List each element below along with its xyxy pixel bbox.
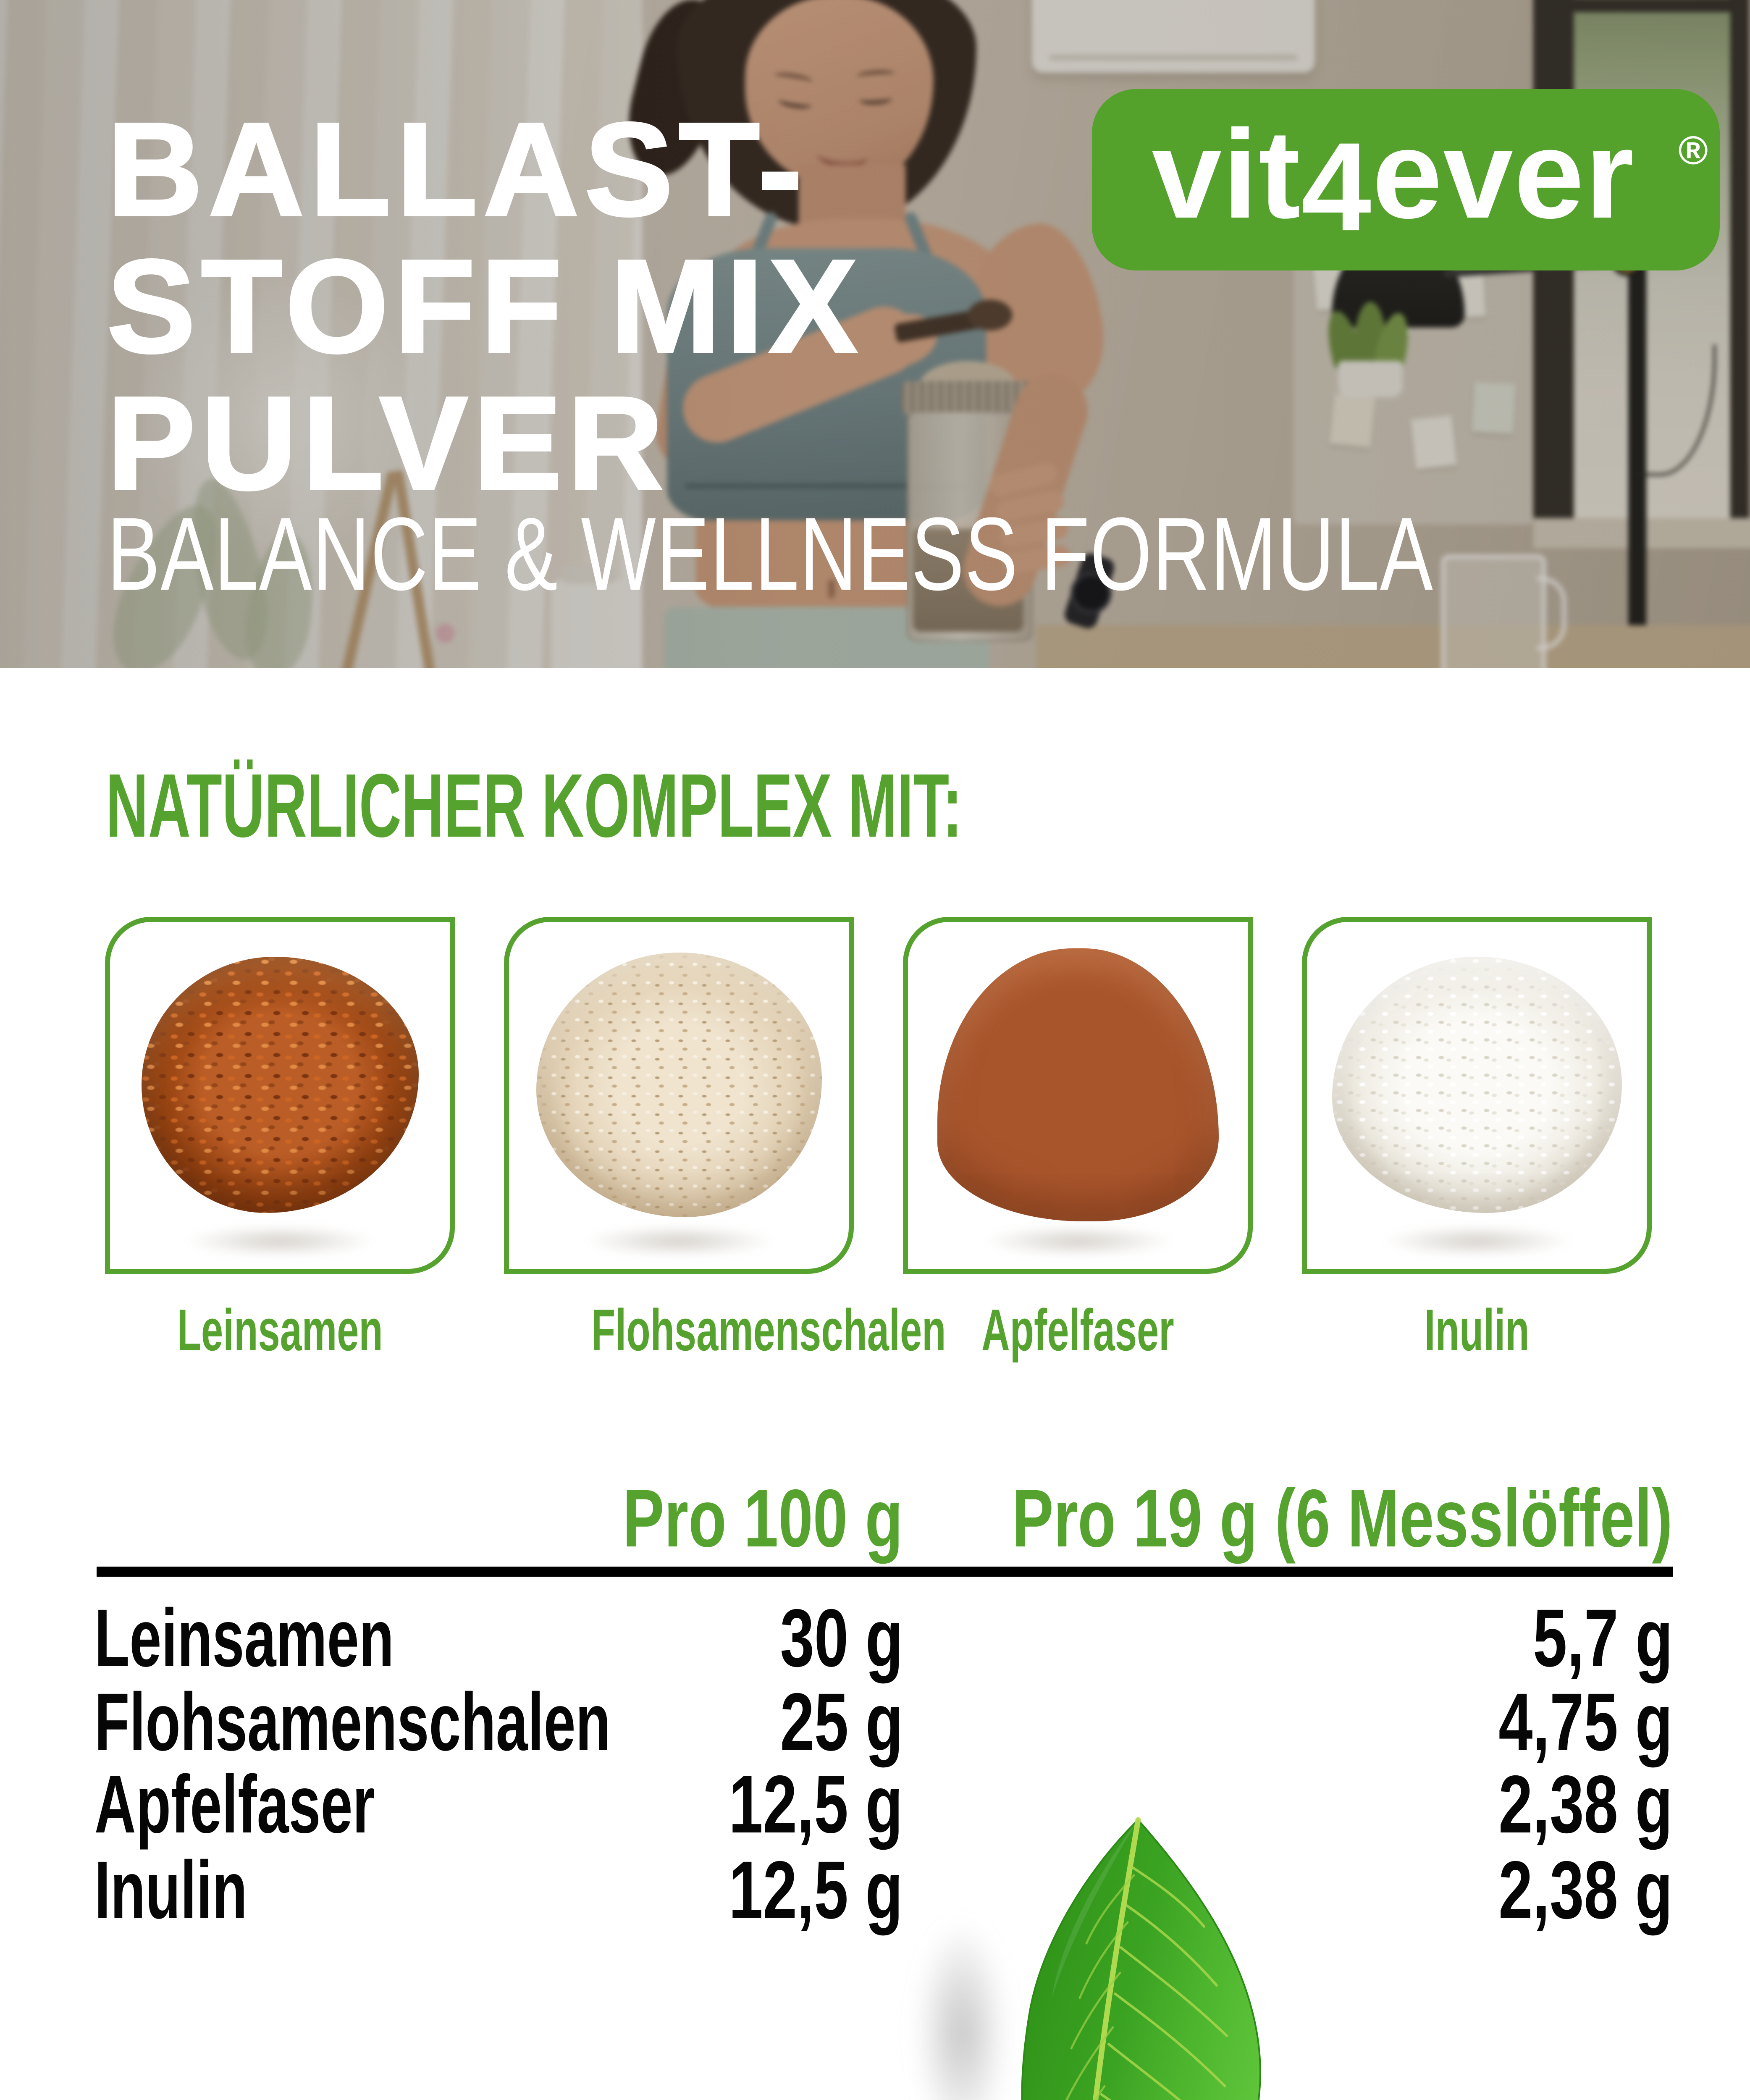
value-per-100g: 30 g [780,1592,903,1684]
powder-scoop-bowl [968,299,1013,331]
woman-face [745,0,934,189]
nutrition-row-leinsamen: Leinsamen 30 g 5,7 g [94,1596,1673,1680]
row-label: Leinsamen [94,1592,394,1684]
value-per-100g: 12,5 g [729,1759,903,1850]
ingredient-card-inulin [1302,917,1652,1274]
logo-text-post: ever [1372,103,1635,245]
photo-plant-pot [1338,361,1403,397]
photo-window-frame [1730,0,1749,549]
brand-logo: vit4ever ® [1092,89,1720,270]
column-header-per-100g: Pro 100 g [622,1473,903,1564]
ingredient-label-flohsamenschalen: Flohsamenschalen [591,1297,946,1363]
photo-glass-pitcher [1441,554,1567,668]
column-header-per-19g: Pro 19 g (6 Messlöffel) [1012,1473,1673,1564]
value-per-19g: 5,7 g [1532,1592,1673,1684]
nutrition-row-inulin: Inulin 12,5 g 2,38 g [94,1848,1673,1932]
section-heading-text: NATÜRLICHER KOMPLEX MIT: [106,755,963,856]
leaf-icon [1021,1817,1261,2100]
value-per-19g: 2,38 g [1498,1759,1673,1850]
value-per-19g: 4,75 g [1498,1676,1673,1768]
title-line-3: PULVER [106,369,669,517]
section-heading: NATÜRLICHER KOMPLEX MIT: [106,757,1423,854]
ingredient-label-inulin: Inulin [1424,1297,1530,1363]
apple-fiber-image [937,948,1219,1222]
hero-banner: BALLAST- STOFF MIX PULVER BALANCE & WELL… [0,0,1750,668]
photo-white-bottle [551,564,628,668]
flaxseed-image [141,957,419,1213]
product-subtitle: BALANCE & WELLNESS FORMULA [107,502,1750,606]
title-line-2: STOFF MIX [106,232,863,380]
value-per-19g: 2,38 g [1498,1844,1673,1936]
shaker-rim [901,381,1034,415]
inulin-powder-image [1332,957,1622,1213]
pile-shadow [952,1220,1204,1263]
ingredient-label-leinsamen: Leinsamen [177,1297,383,1363]
nutrition-row-flohsamenschalen: Flohsamenschalen 25 g 4,75 g [94,1680,1673,1764]
nutrition-table-header: Pro 100 g Pro 19 g (6 Messlöffel) [94,1476,1673,1560]
row-label: Apfelfaser [94,1759,375,1850]
ingredient-label-apfelfaser: Apfelfaser [981,1297,1174,1363]
photo-air-conditioner [1032,0,1315,73]
logo-text-pre: vit [1152,103,1301,245]
photo-flower [436,624,455,643]
nutrition-row-apfelfaser: Apfelfaser 12,5 g 2,38 g [94,1762,1673,1846]
registered-trademark-icon: ® [1678,128,1708,173]
ingredient-card-apfelfaser [903,917,1253,1274]
pile-shadow [553,1220,805,1263]
table-divider [97,1567,1673,1577]
logo-text-four: 4 [1301,116,1372,257]
wrist-watch-icon [1070,572,1112,614]
brand-logo-wordmark: vit4ever [1092,101,1695,257]
woman-navel [828,579,835,598]
ingredient-card-leinsamen [105,917,455,1274]
row-label: Flohsamenschalen [94,1676,611,1768]
ingredient-card-flohsamenschalen [504,917,854,1274]
photo-desk-surface [1036,625,1750,668]
title-line-1: BALLAST- [106,95,808,243]
pile-shadow [154,1220,406,1263]
row-label: Inulin [94,1844,247,1936]
subtitle-text: BALANCE & WELLNESS FORMULA [107,496,1434,612]
psyllium-husk-image [536,953,822,1218]
value-per-100g: 12,5 g [729,1844,903,1936]
sports-bra-seam [685,484,968,488]
value-per-100g: 25 g [780,1676,903,1768]
pile-shadow [1351,1220,1603,1263]
product-title: BALLAST- STOFF MIX PULVER [106,95,863,517]
photo-window-frame [1574,0,1733,12]
